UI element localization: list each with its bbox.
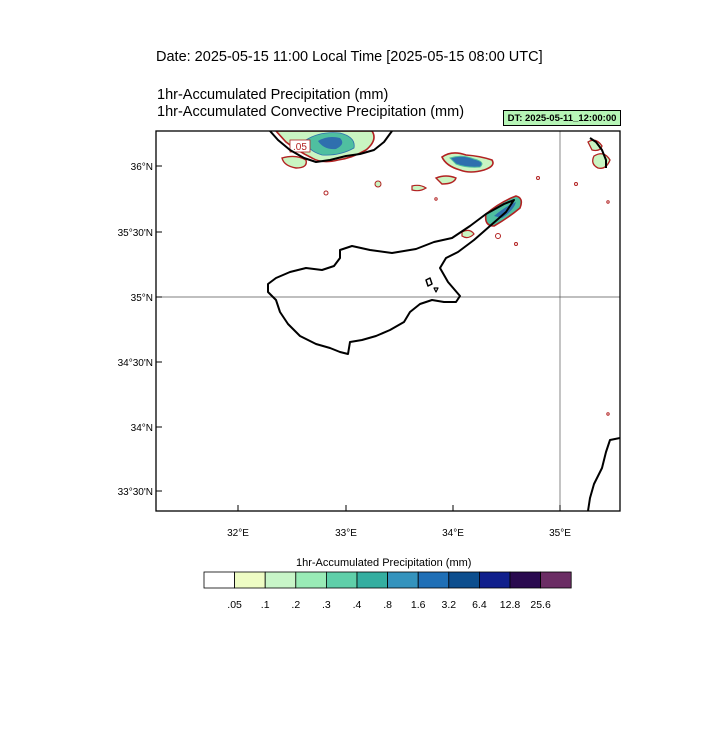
colorbar-swatch (387, 571, 419, 589)
colorbar-labels: .05 .1 .2 .3 .4 .8 1.6 3.2 6.4 12.8 25.6 (0, 599, 720, 613)
colorbar-swatch (509, 571, 542, 589)
colorbar-label: .2 (291, 599, 301, 611)
lat-label-35-30n: 35°30'N (118, 228, 153, 239)
colorbar-label: .4 (352, 599, 362, 611)
lat-label-34n: 34°N (131, 423, 153, 434)
lat-label-33-30n: 33°30'N (118, 487, 153, 498)
colorbar-swatch (203, 571, 236, 589)
lon-label-34e: 34°E (442, 528, 464, 539)
colorbar-swatch (478, 571, 511, 589)
colorbar-label: 12.8 (499, 599, 521, 611)
colorbar-label: .05 (227, 599, 242, 611)
colorbar-swatch (295, 571, 327, 589)
lon-label-32e: 32°E (227, 528, 249, 539)
coastline (267, 131, 620, 511)
contour-label: .05 (293, 142, 307, 153)
axis-ticks (156, 165, 561, 511)
colorbar-label: 6.4 (472, 599, 487, 611)
date-line: Date: 2025-05-15 11:00 Local Time [2025-… (156, 49, 543, 65)
lat-label-35n: 35°N (131, 293, 153, 304)
colorbar-swatch (234, 571, 266, 589)
colorbar-swatch (540, 571, 572, 589)
colorbar-swatch (325, 571, 358, 589)
precip-area-north-east (323, 152, 540, 201)
precip-area-east (574, 139, 611, 416)
precip-area-north-west: .05 (274, 131, 375, 169)
colorbar-label: .8 (383, 599, 392, 611)
colorbar-swatch (356, 571, 389, 589)
lon-label-33e: 33°E (335, 528, 357, 539)
lon-label-35e: 35°E (549, 528, 571, 539)
colorbar-label: 25.6 (530, 599, 551, 611)
colorbar-label: .3 (322, 599, 331, 611)
colorbar-label: .1 (260, 599, 270, 611)
colorbar-swatch (448, 571, 480, 589)
colorbar-label: 1.6 (410, 599, 426, 611)
title-convective-precipitation: 1hr-Accumulated Convective Precipitation… (157, 104, 465, 120)
colorbar-swatch (417, 571, 450, 589)
map-frame (155, 130, 621, 512)
colorbar-label: 3.2 (441, 599, 457, 611)
lat-label-34-30n: 34°30'N (118, 358, 153, 369)
colorbar-swatch (264, 571, 297, 589)
lat-label-36n: 36°N (131, 162, 153, 173)
colorbar-title: 1hr-Accumulated Precipitation (mm) (296, 557, 472, 569)
dt-badge: DT: 2025-05-11_12:00:00 (503, 110, 621, 126)
title-precipitation: 1hr-Accumulated Precipitation (mm) (157, 87, 389, 103)
colorbar (203, 571, 572, 589)
